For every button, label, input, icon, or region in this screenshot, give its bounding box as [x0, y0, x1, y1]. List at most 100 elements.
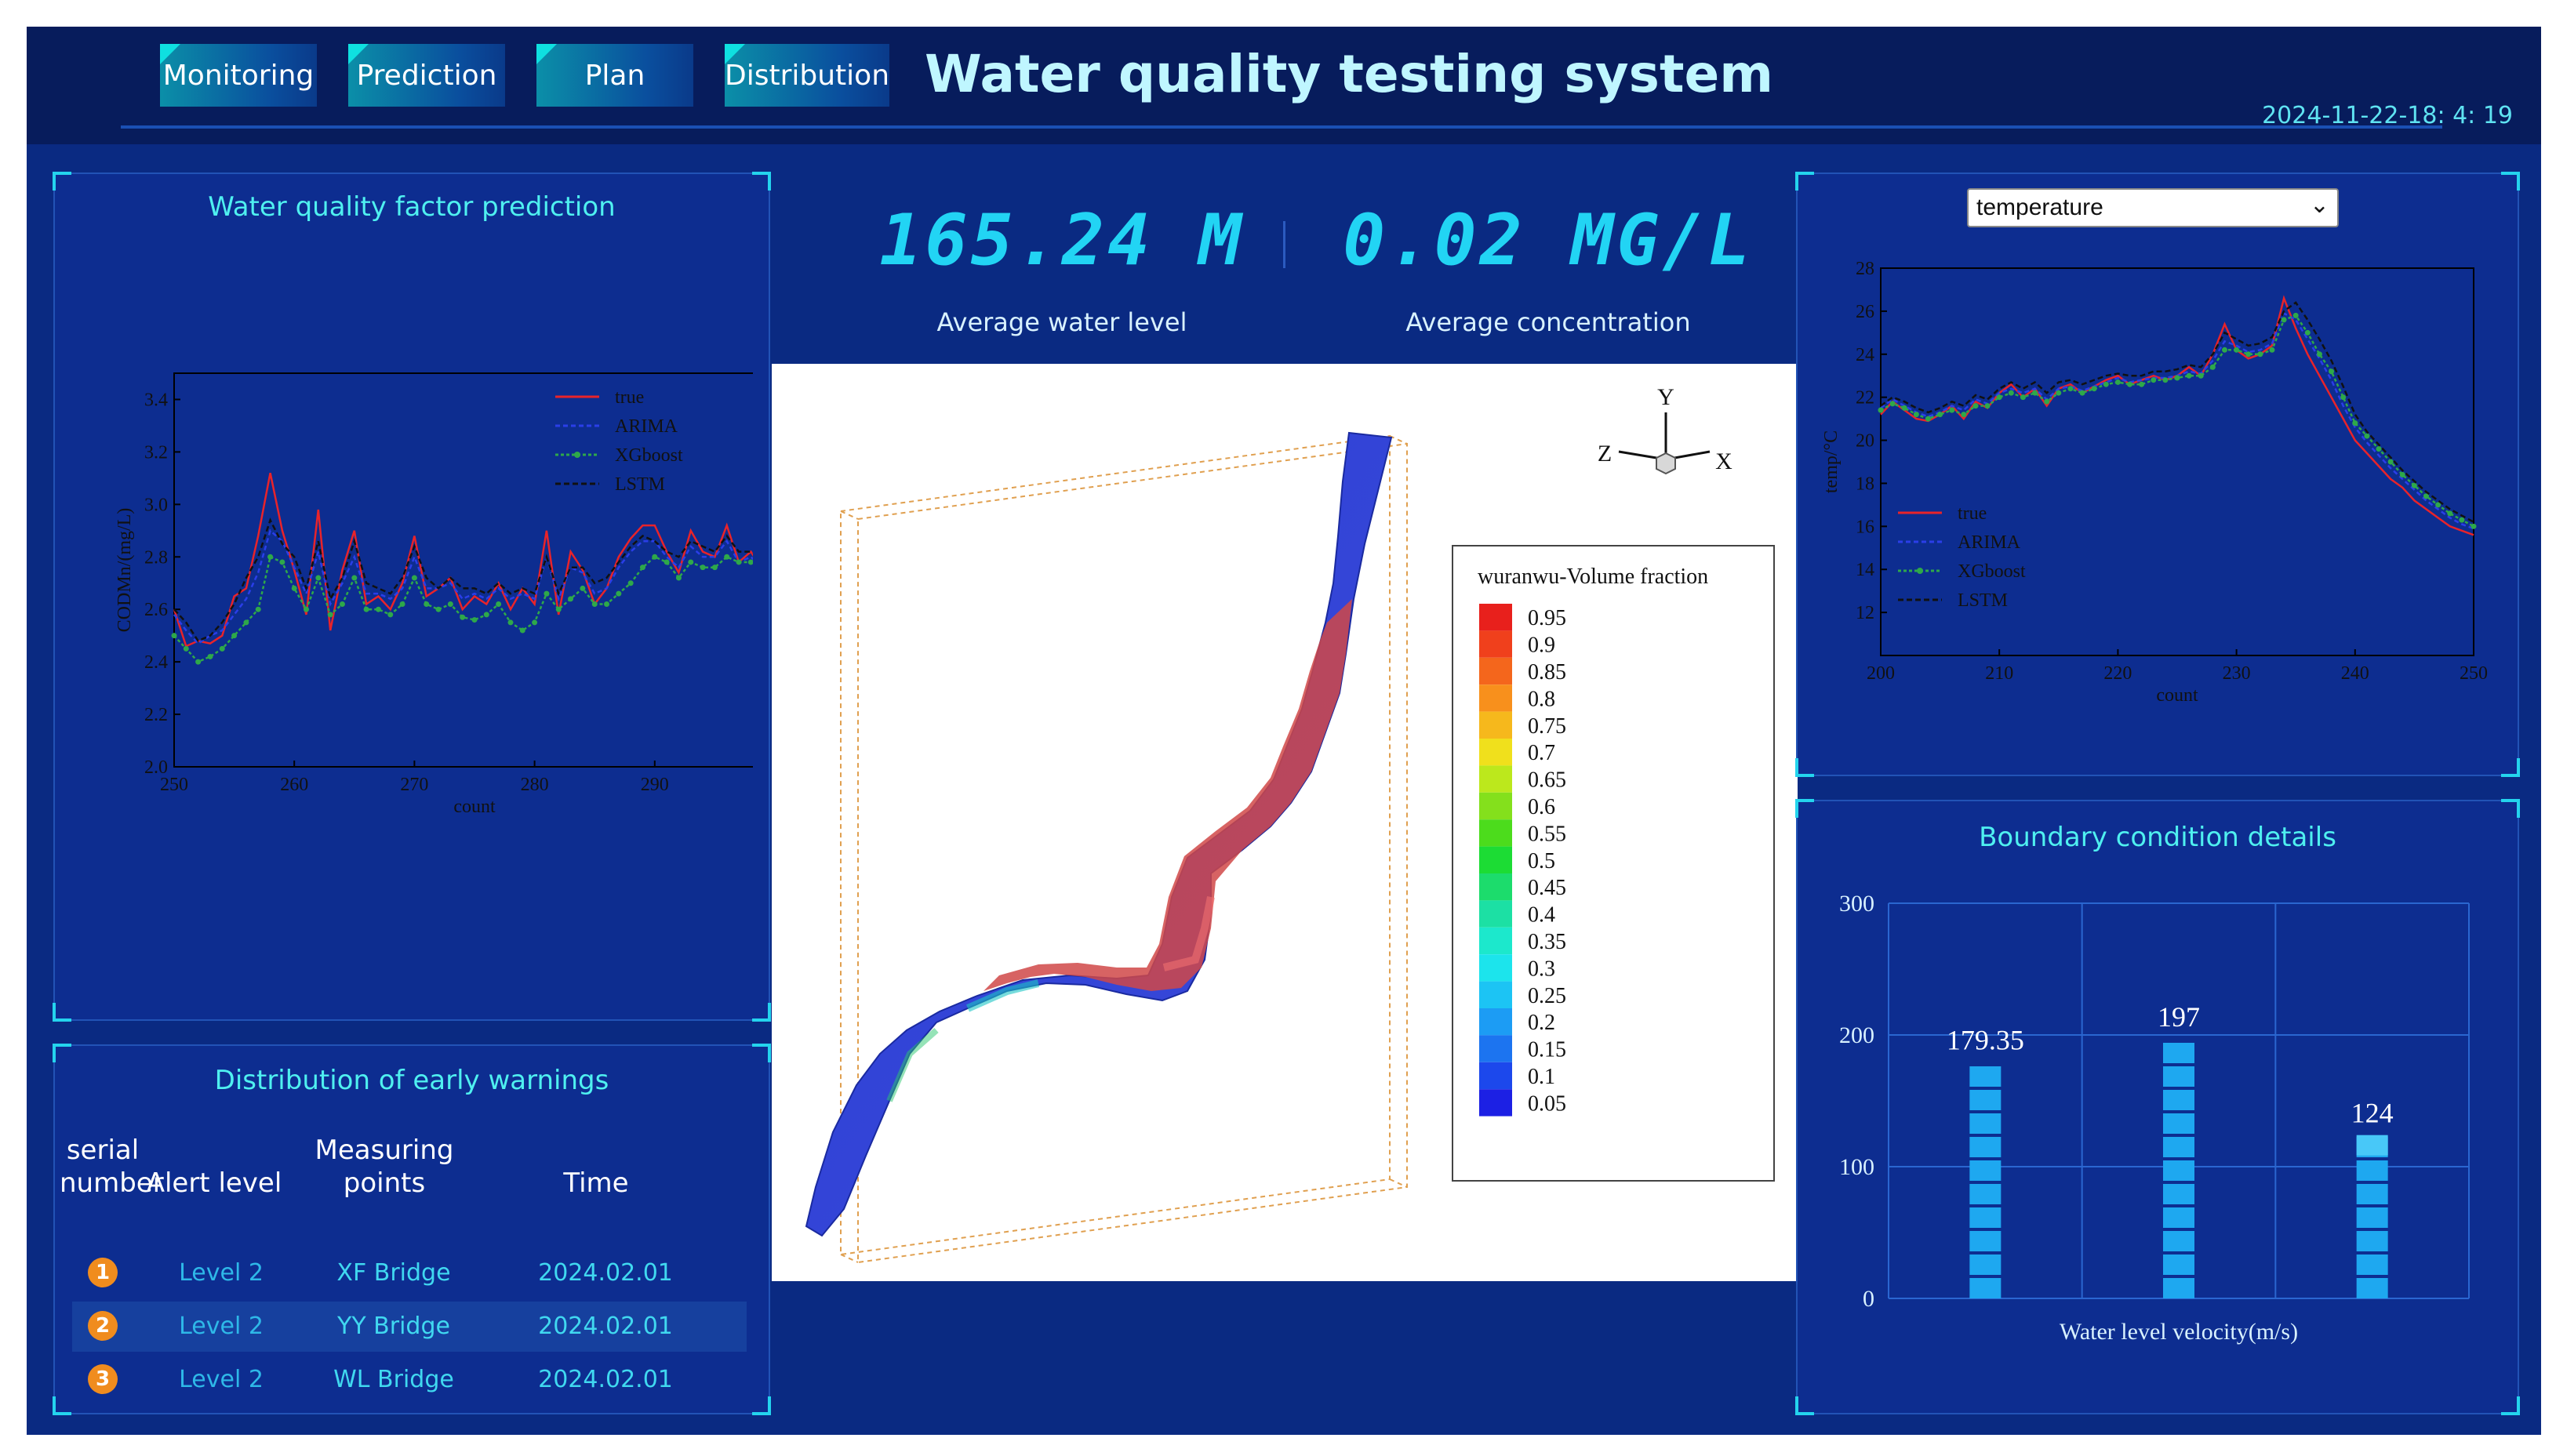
y-tick-label: 28 — [1856, 259, 1874, 279]
data-point — [2399, 471, 2405, 477]
datetime-display: 2024-11-22-18: 4: 19 — [2262, 102, 2513, 129]
data-point — [2471, 523, 2477, 529]
data-point — [315, 575, 322, 581]
bar-segment — [2356, 1231, 2388, 1251]
data-point — [2316, 351, 2322, 358]
alert-level: Level 2 — [179, 1313, 264, 1340]
data-point — [2447, 510, 2453, 517]
y-axis-label: CODMn/(mg/L) — [115, 508, 135, 633]
parameter-dropdown[interactable]: temperature ⌄ — [1967, 188, 2339, 227]
data-point — [580, 585, 586, 591]
y-tick-label: 200 — [1839, 1022, 1874, 1048]
series-line-xgboost — [173, 555, 753, 663]
nav-distribution-button[interactable]: Distribution — [725, 44, 889, 107]
colorbar-swatch — [1479, 657, 1512, 685]
data-point — [363, 606, 369, 612]
warning-time: 2024.02.01 — [538, 1366, 673, 1393]
series-line-lstm — [173, 517, 753, 642]
data-point — [652, 554, 658, 560]
data-point — [639, 565, 645, 571]
y-tick-label: 22 — [1856, 388, 1874, 408]
colorbar-swatch — [1479, 604, 1512, 631]
bar-segment — [2163, 1113, 2194, 1134]
data-point — [2151, 377, 2157, 383]
colorbar-swatch — [1479, 792, 1512, 820]
bar-segment — [2163, 1137, 2194, 1157]
colorbar-tick-label: 0.5 — [1528, 849, 1555, 873]
y-tick-label: 18 — [1856, 474, 1874, 494]
data-point — [304, 606, 310, 612]
data-point — [2364, 433, 2370, 439]
prediction-panel: Water quality factor prediction 250 260 27… — [53, 172, 771, 1022]
data-point — [2127, 381, 2133, 387]
warnings-header-time: Time — [563, 1167, 629, 1199]
legend-label: ARIMA — [615, 416, 678, 437]
colorbar-tick-label: 0.75 — [1528, 714, 1566, 739]
colorbar-tick-label: 0.3 — [1528, 957, 1555, 981]
header-divider — [121, 125, 2442, 129]
x-tick-label: 270 — [400, 775, 428, 795]
bar-segment — [1969, 1160, 2002, 1181]
data-point — [2103, 381, 2109, 387]
axis-triad — [1618, 412, 1711, 475]
x-tick-label: 210 — [1985, 663, 2013, 684]
data-point — [243, 619, 249, 626]
nav-monitoring-button[interactable]: Monitoring — [160, 44, 317, 107]
data-point — [171, 633, 177, 639]
colorbar-tick-label: 0.35 — [1528, 930, 1566, 954]
colorbar-tick-label: 0.9 — [1528, 634, 1555, 658]
data-point — [2234, 347, 2240, 353]
table-row[interactable]: 3 Level 2 WL Bridge 2024.02.01 — [72, 1355, 747, 1405]
data-point — [2435, 502, 2441, 508]
dashboard: Monitoring Prediction Plan Distribution … — [27, 27, 2541, 1435]
data-point — [507, 619, 514, 626]
data-point — [1961, 412, 1967, 418]
data-point — [2245, 351, 2252, 358]
water-level-value: 165.24 M — [879, 199, 1245, 281]
temperature-prediction-chart: 200 210 220 230 240 250 12 14 16 18 20 22 24 26 28 coun… — [1821, 259, 2488, 706]
data-point — [568, 596, 574, 602]
colorbar-tick-label: 0.2 — [1528, 1011, 1555, 1035]
colorbar-swatch — [1479, 1062, 1512, 1090]
bar-segment — [1969, 1137, 2002, 1157]
colorbar-tick-label: 0.55 — [1528, 822, 1566, 846]
serial-badge: 3 — [88, 1364, 118, 1394]
data-point — [747, 559, 753, 565]
parameter-dropdown-value: temperature — [1976, 194, 2103, 220]
warnings-header-point: Measuring points — [315, 1135, 454, 1199]
bar-segment — [2163, 1090, 2194, 1110]
colorbar-tick-label: 0.65 — [1528, 768, 1566, 793]
bar-segment — [2163, 1184, 2194, 1204]
y-tick-label: 16 — [1856, 517, 1874, 537]
axis-y-label: Y — [1657, 384, 1674, 410]
series-line-true — [1880, 295, 2474, 536]
table-row[interactable]: 1 Level 2 XF Bridge 2024.02.01 — [72, 1248, 747, 1298]
axis-z-label: Z — [1598, 441, 1612, 467]
bar-segment — [2356, 1184, 2388, 1204]
data-point — [688, 559, 694, 565]
data-point — [2304, 329, 2311, 336]
simulation-view: Y Z X wuranwu-Volume fraction 0.95 0.9 0.8… — [772, 364, 1798, 1281]
data-point — [2114, 379, 2121, 385]
data-point — [339, 601, 345, 608]
data-point — [399, 601, 405, 608]
colorbar-tick-label: 0.6 — [1528, 795, 1555, 819]
bar-segment — [2163, 1043, 2194, 1063]
nav-prediction-button[interactable]: Prediction — [348, 44, 505, 107]
warnings-panel-title: Distribution of early warnings — [214, 1065, 609, 1096]
nav-plan-button[interactable]: Plan — [536, 44, 693, 107]
table-row[interactable]: 2 Level 2 YY Bridge 2024.02.01 — [72, 1302, 747, 1352]
x-tick-label: 250 — [2460, 663, 2488, 684]
boundary-panel: Boundary condition details 0 100 200 300 179… — [1795, 799, 2520, 1415]
colorbar-swatch — [1479, 927, 1512, 955]
data-point — [2032, 390, 2038, 396]
bar-segment — [1969, 1207, 2002, 1228]
legend-label: XGboost — [1958, 561, 2026, 582]
y-tick-label: 24 — [1856, 345, 1874, 365]
data-point — [279, 559, 285, 565]
concentration-value: 0.02 MG/L — [1343, 199, 1754, 281]
y-tick-label: 300 — [1839, 891, 1874, 917]
data-point — [1925, 416, 1931, 422]
data-point — [519, 627, 525, 634]
bar-segment — [1969, 1184, 2002, 1204]
